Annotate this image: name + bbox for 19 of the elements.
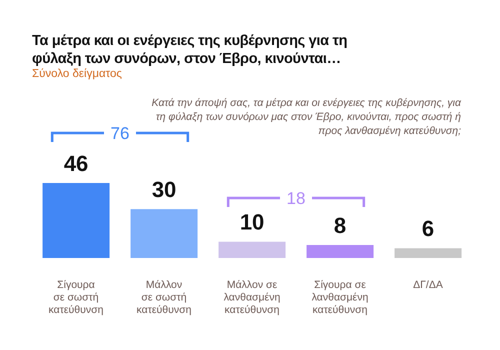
x-tick-label: Σίγουρα σε σωστή κατεύθυνση xyxy=(48,279,104,316)
x-tick-label: Μάλλον σε σωστή κατεύθυνση xyxy=(136,279,192,316)
x-tick-label: Σίγουρα σε λανθασμένη κατεύθυνση xyxy=(312,279,368,316)
chart-title: Τα μέτρα και οι ενέργειες της κυβέρνησης για τη φύλαξη των συνόρων, στον Έβρο, κινούνται… xyxy=(32,32,348,68)
bar xyxy=(130,209,198,258)
bar xyxy=(306,244,374,258)
bar xyxy=(394,248,462,258)
bracket: 18 xyxy=(226,189,366,208)
chart-subtitle: Σύνολο δείγματος xyxy=(32,68,122,80)
x-tick-label: Μάλλον σε λανθασμένη κατεύθυνση xyxy=(224,279,280,316)
bar xyxy=(42,183,110,258)
data-label: 46 xyxy=(64,151,88,176)
data-label: 6 xyxy=(422,216,434,242)
x-tick-label: ΔΓ/ΔΑ xyxy=(413,279,443,291)
bar xyxy=(218,242,286,258)
annotation: 18 xyxy=(286,189,306,208)
data-label: 8 xyxy=(334,212,346,238)
data-label: 10 xyxy=(240,210,264,235)
data-label: 30 xyxy=(152,177,176,202)
